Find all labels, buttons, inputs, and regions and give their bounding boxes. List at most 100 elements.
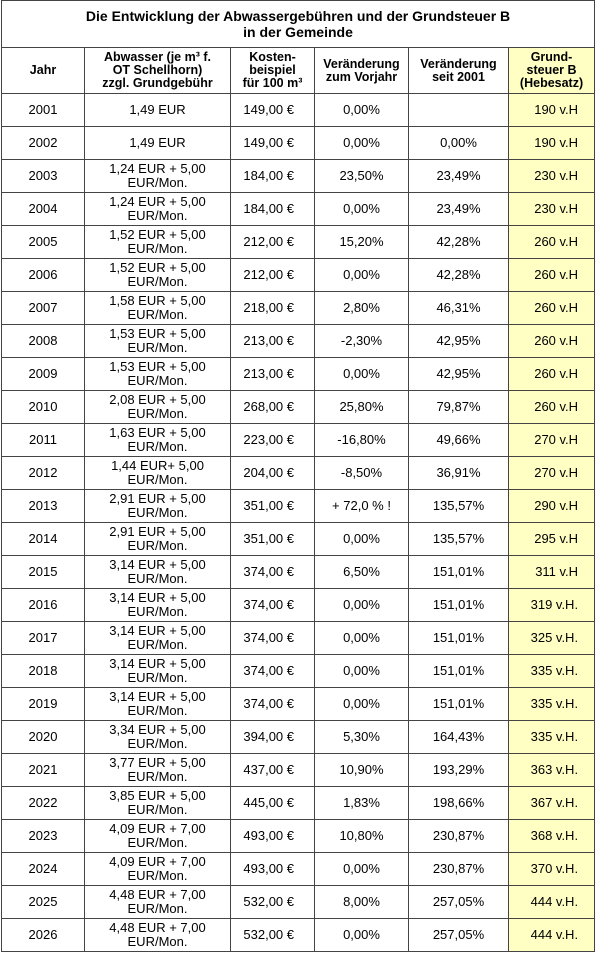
table-cell: 0,00% — [314, 357, 409, 391]
table-cell: 2008 — [1, 324, 85, 358]
table-cell: 184,00 € — [230, 159, 315, 193]
table-cell: 0,00% — [314, 126, 409, 160]
table-row: 2009 1,53 EUR + 5,00 EUR/Mon. 213,00 €0,00… — [1, 357, 595, 391]
table-cell: 218,00 € — [230, 291, 315, 325]
table-body: 2001 1,49 EUR 149,00 €0,00% 190 v.H 2002 1,49… — [1, 93, 595, 952]
table-cell: 190 v.H — [507, 126, 595, 160]
table-cell: 311 v.H — [507, 555, 595, 589]
table-row: 2001 1,49 EUR 149,00 €0,00% 190 v.H — [1, 93, 595, 127]
table-cell: 260 v.H — [507, 258, 595, 292]
table-cell: 42,95% — [408, 357, 509, 391]
table-cell: 260 v.H — [507, 291, 595, 325]
table-cell: 0,00% — [314, 258, 409, 292]
table-cell: 445,00 € — [230, 786, 315, 820]
table-cell: 230,87% — [408, 852, 509, 886]
table-cell: 260 v.H — [507, 324, 595, 358]
table-cell: 3,85 EUR + 5,00 EUR/Mon. — [84, 786, 231, 820]
table-row: 2024 4,09 EUR + 7,00 EUR/Mon. 493,00 €0,00… — [1, 852, 595, 886]
table-cell: 2023 — [1, 819, 85, 853]
table-cell: 79,87% — [408, 390, 509, 424]
table-cell: 2005 — [1, 225, 85, 259]
table-cell: 3,14 EUR + 5,00 EUR/Mon. — [84, 654, 231, 688]
table-cell: 230 v.H — [507, 192, 595, 226]
table-cell: 1,52 EUR + 5,00 EUR/Mon. — [84, 258, 231, 292]
table-cell: 2019 — [1, 687, 85, 721]
table-row: 2002 1,49 EUR 149,00 €0,00% 0,00% 190 v.H — [1, 126, 595, 160]
table-cell: 23,50% — [314, 159, 409, 193]
table-cell: 135,57% — [408, 522, 509, 556]
table-row: 2012 1,44 EUR+ 5,00 EUR/Mon. 204,00 € -8,50… — [1, 456, 595, 490]
table-cell: 363 v.H. — [507, 753, 595, 787]
table-cell: 0,00% — [314, 621, 409, 655]
table-cell: -8,50% — [314, 456, 409, 490]
table-title: Die Entwicklung der Abwassergebühren und… — [0, 0, 595, 48]
table-cell: 6,50% — [314, 555, 409, 589]
table-cell: 325 v.H. — [507, 621, 595, 655]
table-cell: 2022 — [1, 786, 85, 820]
table-cell: 223,00 € — [230, 423, 315, 457]
table-cell: 1,49 EUR — [84, 93, 231, 127]
table-cell: 151,01% — [408, 555, 509, 589]
table-cell: 4,09 EUR + 7,00 EUR/Mon. — [84, 819, 231, 853]
table-cell: 0,00% — [314, 918, 409, 952]
table-cell: 270 v.H — [507, 456, 595, 490]
table-cell: 193,29% — [408, 753, 509, 787]
table-cell: 1,63 EUR + 5,00 EUR/Mon. — [84, 423, 231, 457]
table-row: 2006 1,52 EUR + 5,00 EUR/Mon. 212,00 €0,00… — [1, 258, 595, 292]
table-cell: -2,30% — [314, 324, 409, 358]
table-cell: 151,01% — [408, 588, 509, 622]
table-cell: 2013 — [1, 489, 85, 523]
table-cell: 0,00% — [314, 522, 409, 556]
table-cell: 2,80% — [314, 291, 409, 325]
table-cell: 1,24 EUR + 5,00 EUR/Mon. — [84, 192, 231, 226]
table-row: 2008 1,53 EUR + 5,00 EUR/Mon. 213,00 € -2,3… — [1, 324, 595, 358]
table-cell: 198,66% — [408, 786, 509, 820]
table-cell: 2006 — [1, 258, 85, 292]
table-cell: 10,90% — [314, 753, 409, 787]
table-cell: 2018 — [1, 654, 85, 688]
column-header: Jahr — [1, 47, 85, 94]
table-cell: 204,00 € — [230, 456, 315, 490]
table-cell: 2004 — [1, 192, 85, 226]
table-cell: 212,00 € — [230, 258, 315, 292]
table-cell: 42,28% — [408, 258, 509, 292]
table-cell: 1,52 EUR + 5,00 EUR/Mon. — [84, 225, 231, 259]
table-cell: 151,01% — [408, 687, 509, 721]
table-cell: 374,00 € — [230, 687, 315, 721]
table-cell: 3,14 EUR + 5,00 EUR/Mon. — [84, 588, 231, 622]
table-cell: 444 v.H. — [507, 885, 595, 919]
table-cell: 0,00% — [314, 192, 409, 226]
table-cell: 2021 — [1, 753, 85, 787]
column-header: Veränderung seit 2001 — [408, 47, 509, 94]
table-cell: 36,91% — [408, 456, 509, 490]
table-cell: 149,00 € — [230, 126, 315, 160]
table-cell: 2014 — [1, 522, 85, 556]
table-row: 2020 3,34 EUR + 5,00 EUR/Mon. 394,00 €5,30… — [1, 720, 595, 754]
table-cell: 213,00 € — [230, 357, 315, 391]
table-cell: 2015 — [1, 555, 85, 589]
table-cell: 260 v.H — [507, 225, 595, 259]
column-header: Veränderung zum Vorjahr — [314, 47, 409, 94]
table-row: 2017 3,14 EUR + 5,00 EUR/Mon. 374,00 €0,00… — [1, 621, 595, 655]
table-row: 2010 2,08 EUR + 5,00 EUR/Mon. 268,00 €25,8… — [1, 390, 595, 424]
table-cell: 257,05% — [408, 885, 509, 919]
table-cell: 149,00 € — [230, 93, 315, 127]
table-cell: 1,24 EUR + 5,00 EUR/Mon. — [84, 159, 231, 193]
column-header: Kosten- beispiel für 100 m³ — [230, 47, 315, 94]
table-row: 2004 1,24 EUR + 5,00 EUR/Mon. 184,00 €0,00… — [1, 192, 595, 226]
table-cell: 10,80% — [314, 819, 409, 853]
table-cell: 0,00% — [314, 654, 409, 688]
table-row: 2021 3,77 EUR + 5,00 EUR/Mon. 437,00 €10,9… — [1, 753, 595, 787]
table-cell: 2026 — [1, 918, 85, 952]
table-cell: 2,91 EUR + 5,00 EUR/Mon. — [84, 489, 231, 523]
table-cell: 5,30% — [314, 720, 409, 754]
table-cell: 2016 — [1, 588, 85, 622]
table-cell: 2007 — [1, 291, 85, 325]
table-cell: 164,43% — [408, 720, 509, 754]
table-cell: 15,20% — [314, 225, 409, 259]
table-cell: + 72,0 % ! — [314, 489, 409, 523]
title-row: Die Entwicklung der Abwassergebühren und… — [0, 0, 595, 48]
table-cell: 290 v.H — [507, 489, 595, 523]
